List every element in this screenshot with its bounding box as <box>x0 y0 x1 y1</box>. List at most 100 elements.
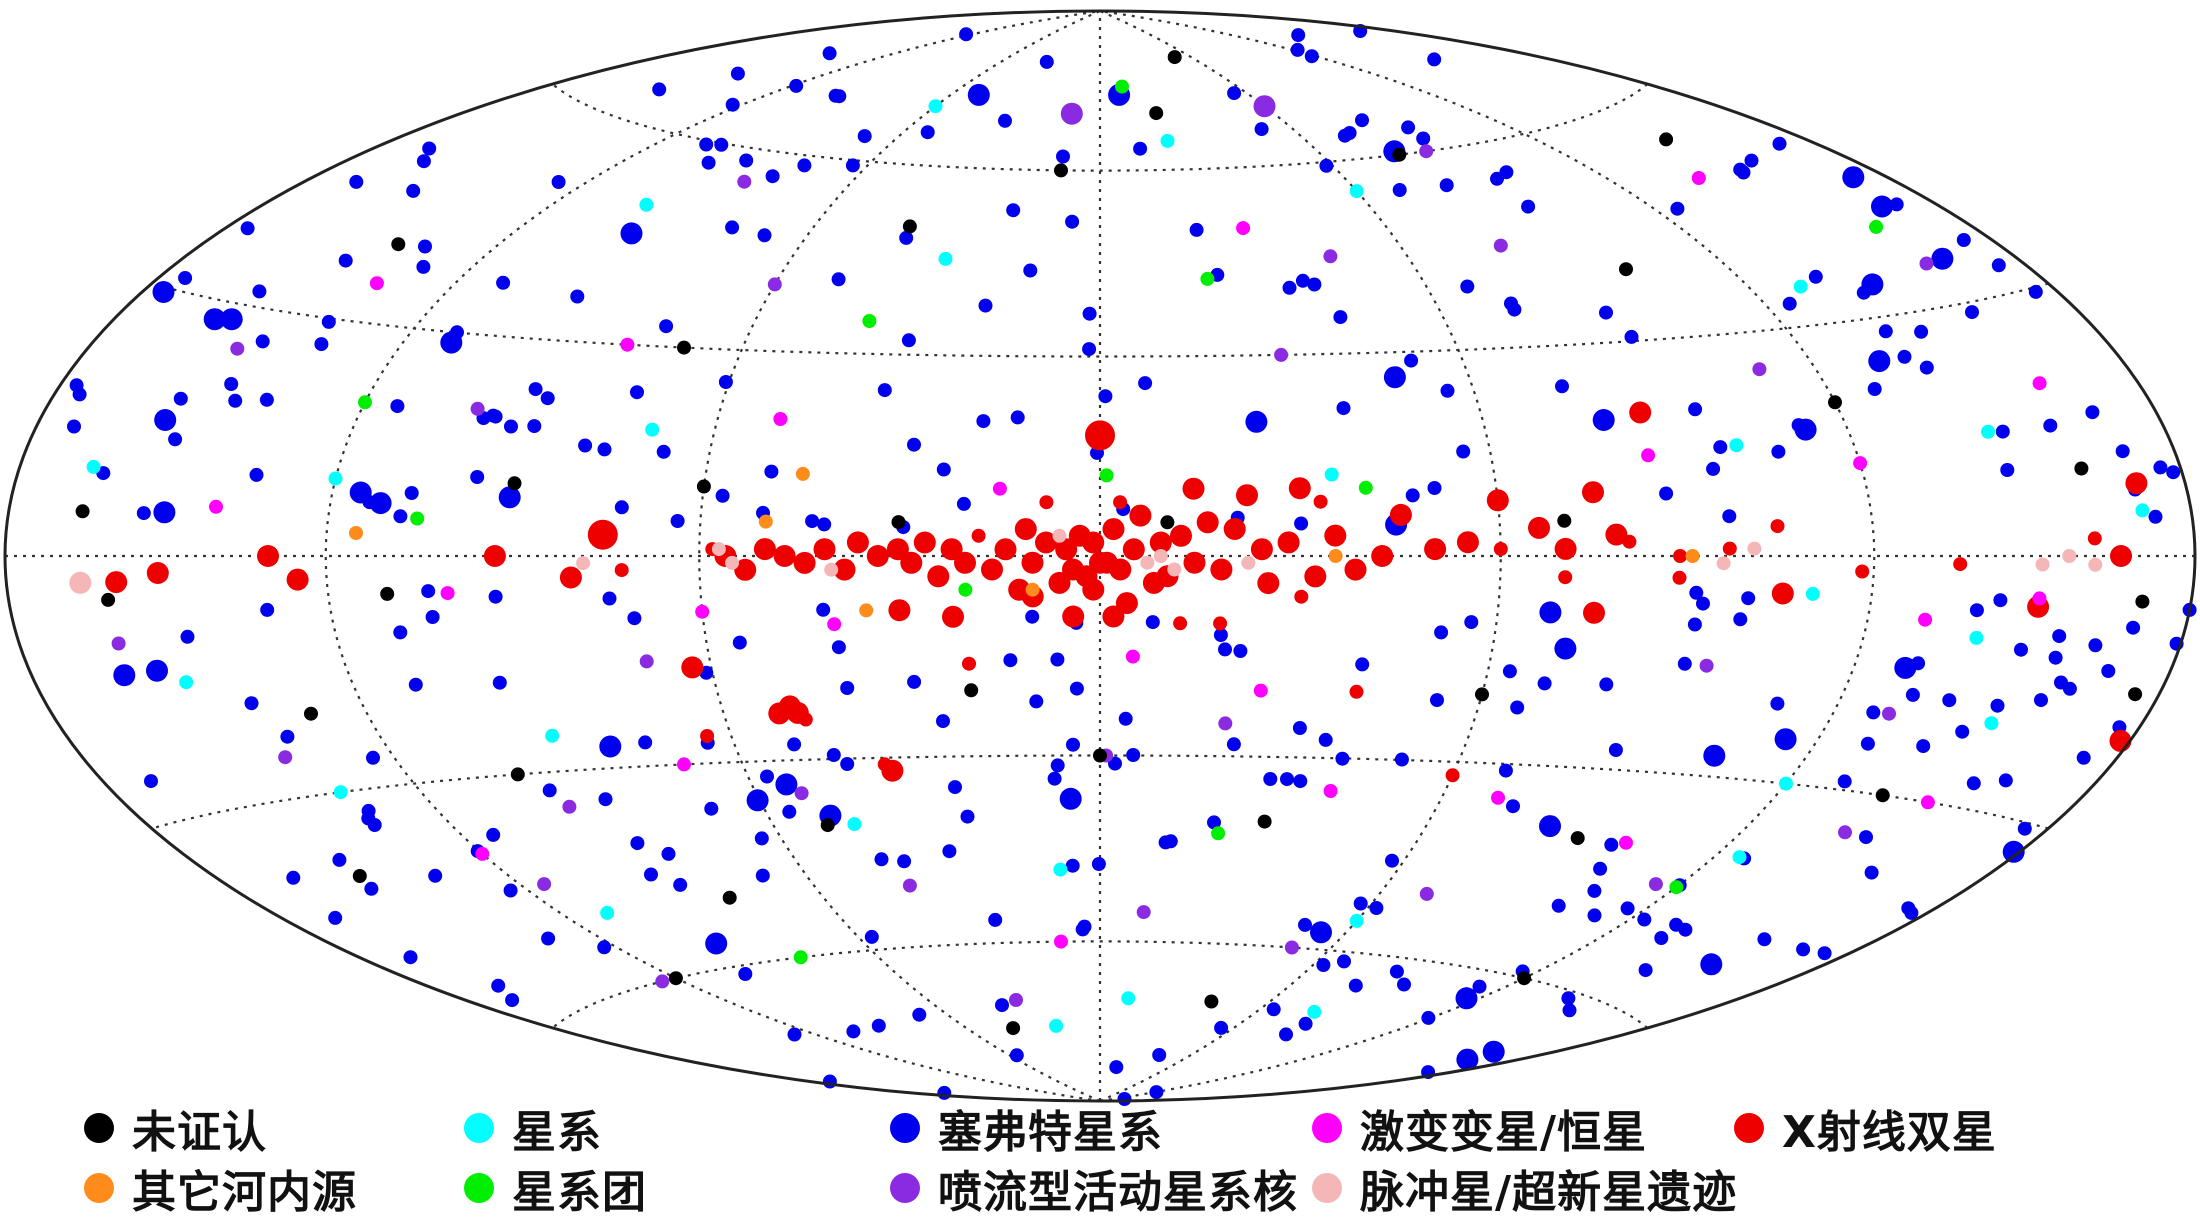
data-point <box>1394 752 1409 767</box>
data-point <box>1039 495 1054 510</box>
legend-item-other-galactic: 其它河内源 <box>84 1160 357 1218</box>
data-point <box>1152 1048 1167 1062</box>
data-point <box>913 531 936 554</box>
data-point <box>1385 853 1399 868</box>
data-point <box>1371 545 1394 567</box>
data-point <box>1257 572 1280 595</box>
data-point <box>597 940 612 955</box>
data-point <box>2087 531 2102 546</box>
data-point <box>421 584 436 599</box>
data-point <box>746 789 769 812</box>
data-point <box>1427 52 1442 67</box>
data-point <box>976 414 991 429</box>
data-point <box>1733 612 1748 627</box>
data-point <box>1722 509 1737 524</box>
data-point <box>1392 183 1407 197</box>
data-point <box>797 158 812 173</box>
data-point <box>793 551 816 574</box>
data-point <box>1213 628 1228 642</box>
data-point <box>900 551 923 574</box>
data-point <box>249 467 264 482</box>
data-point <box>1253 95 1276 118</box>
data-point <box>1082 342 1097 357</box>
data-point <box>1290 42 1305 57</box>
data-point <box>540 391 555 406</box>
data-point <box>75 504 90 519</box>
data-point <box>1805 586 1820 601</box>
data-point <box>1510 700 1525 715</box>
legend-label: 激变变星/恒星 <box>1360 1107 1648 1158</box>
legend-marker <box>84 1113 114 1143</box>
data-point <box>1066 737 1080 752</box>
data-point <box>1233 644 1248 658</box>
data-point <box>321 314 336 329</box>
data-point <box>954 551 976 574</box>
data-point <box>1654 931 1669 945</box>
data-point <box>670 514 685 528</box>
data-point <box>1869 219 1884 234</box>
data-point <box>1093 748 1107 763</box>
data-point <box>2034 693 2048 708</box>
data-point <box>1808 269 1823 284</box>
data-point <box>1744 153 1759 168</box>
data-point <box>978 298 993 313</box>
data-point <box>1292 721 1307 735</box>
data-point <box>775 773 798 796</box>
data-point <box>1620 901 1635 916</box>
data-point <box>757 228 772 243</box>
data-point <box>2101 664 2116 678</box>
data-point <box>1502 664 1517 679</box>
data-point <box>587 519 618 550</box>
data-point <box>1405 488 1420 503</box>
data-point <box>2076 750 2091 765</box>
data-point <box>1025 609 1040 624</box>
data-point <box>1257 814 1272 829</box>
data-point <box>1583 601 1605 624</box>
data-point <box>1075 922 1090 937</box>
data-point <box>1782 296 1797 311</box>
data-point <box>1294 589 1309 604</box>
data-point <box>1472 979 1487 994</box>
data-point <box>492 675 507 690</box>
legend-marker <box>1312 1113 1342 1143</box>
data-point <box>1062 558 1084 581</box>
data-point <box>962 656 976 671</box>
data-point <box>349 481 372 504</box>
legend-marker <box>464 1173 494 1203</box>
data-point <box>2126 620 2141 635</box>
data-point <box>995 998 1009 1013</box>
data-point <box>822 1074 837 1089</box>
legend-label: 星系 <box>512 1107 602 1158</box>
data-point <box>1771 582 1794 605</box>
data-point <box>826 748 841 762</box>
data-point <box>1039 54 1054 69</box>
data-point <box>1353 896 1368 911</box>
data-point <box>1672 570 1687 585</box>
data-point <box>1196 511 1219 534</box>
data-point <box>928 99 943 114</box>
data-point <box>541 931 556 946</box>
data-point <box>1065 858 1080 873</box>
data-point <box>510 767 525 782</box>
data-point <box>773 545 796 567</box>
data-point <box>570 289 585 304</box>
data-point <box>1133 141 1148 156</box>
data-point <box>888 599 911 622</box>
data-point <box>1291 28 1306 43</box>
data-point <box>1517 971 1532 986</box>
legend-marker <box>84 1173 114 1203</box>
data-point <box>537 877 552 892</box>
data-point <box>2062 549 2077 563</box>
data-point <box>178 271 193 285</box>
data-point <box>1953 557 1968 572</box>
data-point <box>1691 171 1706 185</box>
data-point <box>528 382 543 397</box>
data-point <box>352 869 367 883</box>
data-point <box>1167 50 1182 65</box>
data-point <box>1991 258 2006 273</box>
data-point <box>1355 657 1370 672</box>
legend-label: 其它河内源 <box>132 1167 357 1218</box>
data-point <box>1307 1004 1322 1019</box>
data-point <box>1673 549 1688 563</box>
data-point <box>956 496 971 511</box>
